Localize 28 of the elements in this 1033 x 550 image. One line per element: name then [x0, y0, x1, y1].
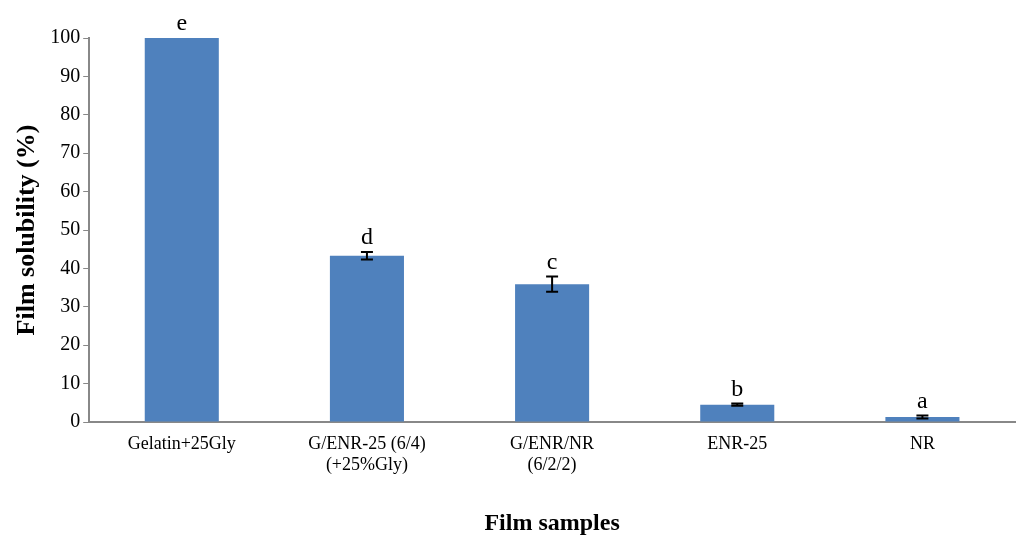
- y-tick-label: 40: [60, 255, 81, 278]
- y-tick-label: 20: [60, 332, 81, 355]
- y-axis-title: Film solubility (%): [11, 124, 41, 336]
- y-tick-label: 10: [60, 370, 81, 393]
- annotation: c: [546, 247, 558, 274]
- x-tick-label: G/ENR-25 (6/4) (+25%Gly): [308, 432, 426, 476]
- y-tick-label: 100: [50, 25, 81, 48]
- bar: [885, 417, 960, 422]
- bar: [144, 38, 219, 422]
- bar: [329, 255, 404, 422]
- x-axis-title: Film samples: [484, 508, 620, 535]
- y-tick-label: 50: [60, 217, 81, 240]
- y-tick-label: 0: [70, 409, 81, 432]
- y-tick-label: 80: [60, 102, 81, 125]
- annotation: d: [360, 223, 373, 250]
- x-tick-label: Gelatin+25Gly: [127, 432, 236, 453]
- x-tick-label: G/ENR/NR (6/2/2): [510, 432, 595, 476]
- y-tick-label: 70: [60, 140, 81, 163]
- annotation: a: [917, 386, 929, 413]
- x-tick-label: ENR-25: [707, 432, 768, 453]
- y-tick-label: 90: [60, 63, 81, 86]
- bar: [515, 284, 590, 422]
- annotation: e: [176, 9, 188, 36]
- x-tick-label: NR: [909, 432, 935, 453]
- annotation: b: [731, 374, 744, 401]
- y-tick-label: 30: [60, 294, 81, 317]
- bar: [700, 404, 775, 422]
- y-tick-label: 60: [60, 178, 81, 201]
